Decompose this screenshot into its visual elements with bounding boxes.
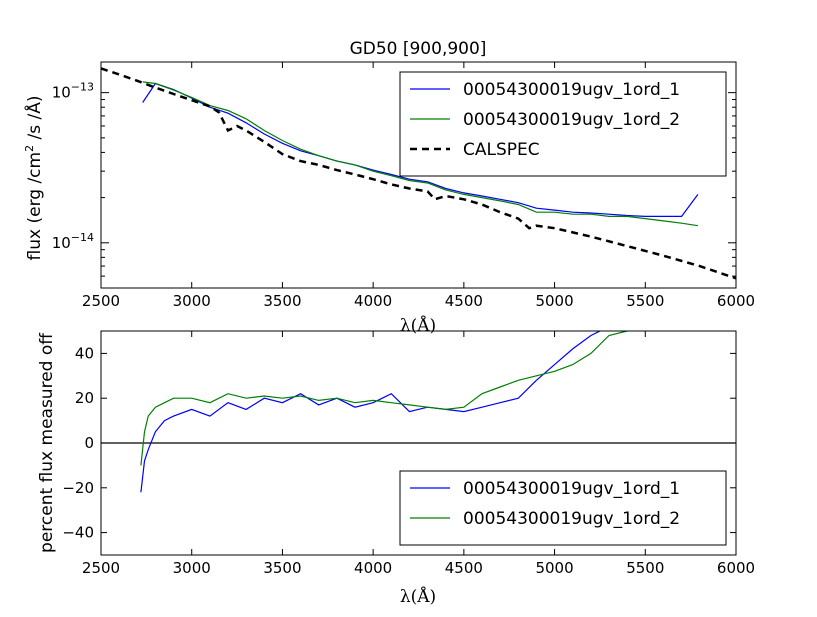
bottom-y-tick-label: −20 (62, 479, 94, 497)
top-y-tick-label-exp: −14 (71, 231, 94, 244)
top-legend-label-3: CALSPEC (463, 140, 540, 160)
bottom-legend: 00054300019ugv_1ord_1 00054300019ugv_1ord… (399, 470, 727, 546)
top-series-group (101, 67, 736, 280)
top-y-axis-label: flux (erg /cm2 /s /Å) (23, 96, 45, 261)
bottom-x-axis-label: λ(Å) (400, 586, 436, 607)
top-x-tick-label: 2500 (82, 292, 120, 310)
bottom-legend-label-2: 00054300019ugv_1ord_2 (463, 509, 680, 529)
bottom-x-tick-label: 4000 (354, 559, 392, 577)
top-plot-area: 2500 3000 3500 4000 4500 5000 5500 600010−1310−… (52, 61, 755, 310)
top-series-line-2 (142, 81, 698, 227)
top-series-line-1 (142, 82, 699, 217)
bottom-y-tick-label: −40 (62, 524, 94, 542)
bottom-x-tick-label: 5000 (535, 559, 573, 577)
top-y-tick-label-base: 10 (52, 234, 71, 252)
top-y-tick-label-exp: −13 (71, 81, 94, 94)
top-x-tick-label: 3500 (263, 292, 301, 310)
top-y-axis-label-sup: 2 (23, 145, 36, 152)
top-x-tick-label: 4500 (445, 292, 483, 310)
top-y-tick-label-base: 10 (52, 84, 71, 102)
top-legend-label-2: 00054300019ugv_1ord_2 (463, 110, 680, 130)
bottom-y-tick-label: 0 (84, 434, 94, 452)
top-x-tick-label: 4000 (354, 292, 392, 310)
top-y-axis-label-rest: /s /Å) (23, 96, 45, 145)
bottom-series-line-2 (140, 331, 682, 466)
top-y-tick-label: 10−13 (52, 81, 94, 102)
top-legend-box (399, 71, 727, 177)
bottom-x-tick-label: 3500 (263, 559, 301, 577)
bottom-series-group (140, 331, 682, 493)
top-legend-label-1: 00054300019ugv_1ord_1 (463, 80, 680, 100)
top-legend: 00054300019ugv_1ord_1 00054300019ugv_1ord… (399, 71, 727, 177)
top-x-tick-label: 3000 (173, 292, 211, 310)
bottom-y-tick-label: 40 (75, 344, 94, 362)
bottom-x-tick-label: 4500 (445, 559, 483, 577)
bottom-percent-panel: 2500 3000 3500 4000 4500 5000 5500 6000 −40 −20 0 2… (37, 330, 755, 607)
bottom-x-tick-label: 6000 (717, 559, 755, 577)
bottom-legend-label-1: 00054300019ugv_1ord_1 (463, 479, 680, 499)
top-y-tick-label: 10−14 (52, 231, 94, 252)
top-x-axis-label: λ(Å) (400, 315, 436, 336)
bottom-x-tick-label: 3000 (173, 559, 211, 577)
bottom-y-tick-label: 20 (75, 389, 94, 407)
bottom-legend-box (399, 470, 727, 546)
bottom-plot-area: 2500 3000 3500 4000 4500 5000 5500 6000 −40 −20 0 2… (62, 330, 755, 577)
bottom-y-axis-label: percent flux measured off (37, 332, 57, 553)
bottom-x-tick-label: 5500 (626, 559, 664, 577)
top-x-tick-label: 6000 (717, 292, 755, 310)
top-axes-frame (100, 61, 737, 289)
bottom-x-tick-label: 2500 (82, 559, 120, 577)
top-y-axis-label-main: flux (erg /cm (25, 152, 45, 261)
chart-title: GD50 [900,900] (350, 39, 487, 59)
top-x-tick-label: 5000 (535, 292, 573, 310)
top-x-tick-label: 5500 (626, 292, 664, 310)
